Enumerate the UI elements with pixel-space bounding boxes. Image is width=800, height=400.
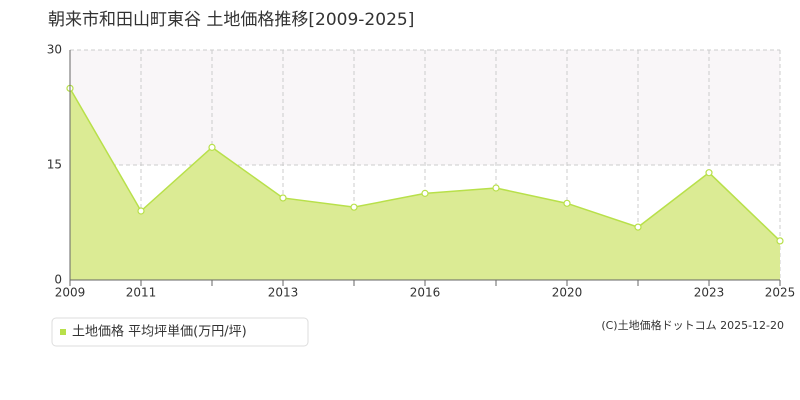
data-point [421,189,429,197]
y-tick-label: 0 [54,273,62,287]
y-tick-label: 30 [47,43,62,57]
x-tick-label: 2025 [765,286,796,300]
x-tick-label: 2009 [55,286,86,300]
legend-swatch [60,329,66,335]
data-point [705,169,713,177]
data-point [350,203,358,211]
legend-label: 土地価格 平均坪単価(万円/坪) [72,324,247,340]
data-point [492,184,500,192]
data-point [137,207,145,215]
data-point [208,143,216,151]
legend-box [51,317,309,347]
x-tick-label: 2016 [410,286,441,300]
copyright: (C)土地価格ドットコム 2025-12-20 [601,318,784,332]
x-tick-label: 2011 [126,286,157,300]
data-point [776,237,784,245]
data-point [279,194,287,202]
y-tick-label: 15 [47,158,62,172]
chart-title: 朝来市和田山町東谷 土地価格推移[2009-2025] [48,10,414,30]
data-point [634,223,642,231]
area-fill [70,88,780,280]
data-point [563,199,571,207]
x-tick-label: 2023 [694,286,725,300]
x-tick-label: 2013 [268,286,299,300]
x-tick-label: 2020 [552,286,583,300]
